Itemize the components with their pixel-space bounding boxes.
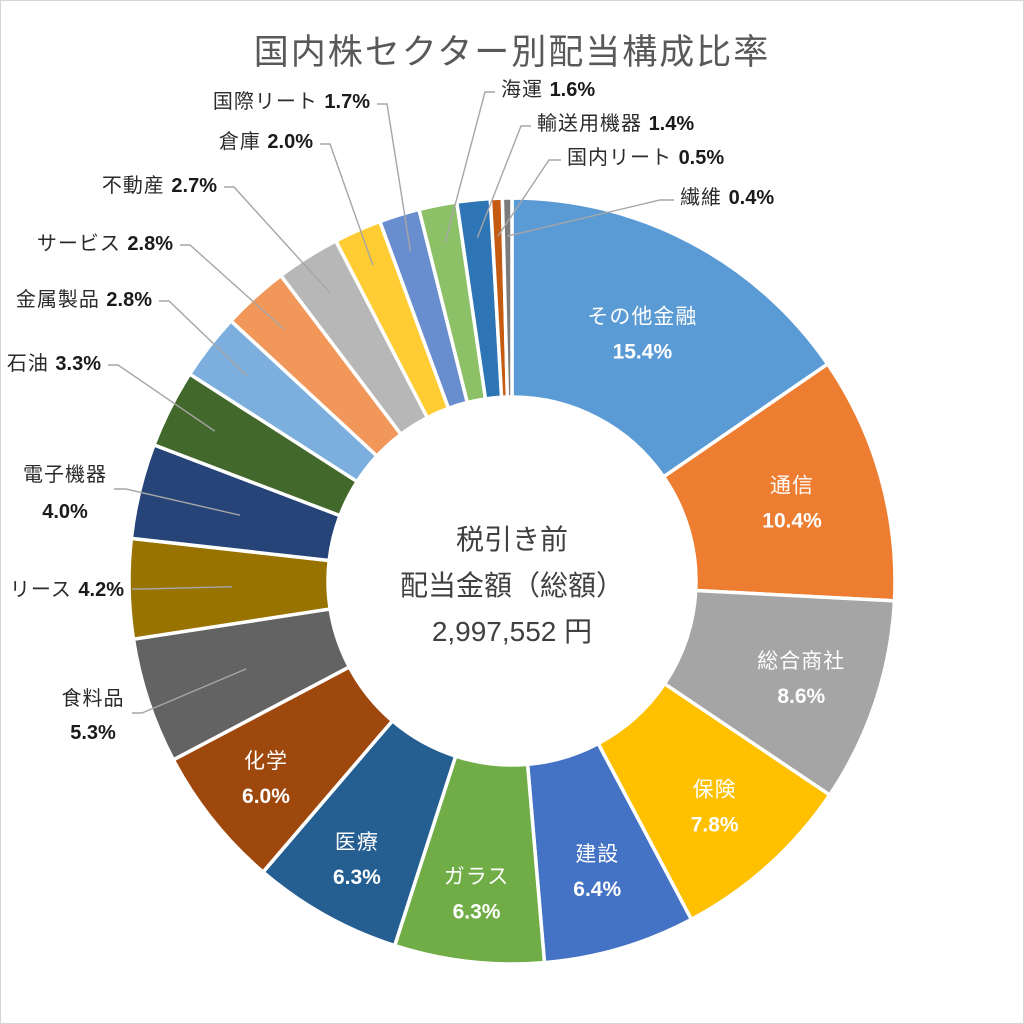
leader-line: [114, 488, 241, 516]
leader-line: [224, 186, 332, 294]
slice-label: 石油 3.3%: [7, 352, 101, 375]
leader-line: [444, 91, 495, 243]
slice-percent: 6.4%: [573, 878, 621, 901]
slice-percent: 6.3%: [453, 900, 501, 923]
center-line-1: 税引き前: [455, 524, 568, 555]
slice-percent: 6.3%: [333, 866, 381, 889]
slice-label: 化学: [244, 750, 288, 773]
slice-label: 総合商社: [757, 650, 845, 673]
slice-label: 海運 1.6%: [501, 78, 595, 101]
labels-group: その他金融 15.4% 通信 10.4% 総合商社 8.6% 保険 7.8% 建設 6.4% ガラス…: [7, 78, 845, 923]
pie-slice-21: [500, 196, 514, 399]
slice-label: 不動産 2.7%: [102, 174, 217, 197]
slice-label: 国際リート 1.7%: [213, 90, 370, 113]
center-line-3: 2,997,552 円: [431, 616, 593, 647]
slice-percent: 7.8%: [691, 814, 739, 837]
slice-label: 国内リート 0.5%: [567, 146, 724, 169]
slice-percent: 8.6%: [777, 685, 825, 708]
leader-line: [320, 143, 374, 266]
slice-percent: 15.4%: [613, 341, 673, 364]
slice-label: 保険: [693, 779, 737, 802]
leader-line: [180, 244, 285, 330]
slice-label: 建設: [575, 843, 619, 866]
leader-line: [377, 103, 412, 252]
donut-center-label: 税引き前 配当金額（総額） 2,997,552 円: [0, 517, 1024, 655]
pie-slice-1: [510, 196, 830, 479]
slice-label: 倉庫 2.0%: [219, 130, 313, 153]
center-line-2: 配当金額（総額）: [399, 570, 624, 601]
slice-percent: 5.3%: [70, 722, 116, 744]
slice-label: リース 4.2%: [10, 579, 124, 601]
slice-label: 通信: [770, 474, 814, 497]
slice-label: サービス 2.8%: [37, 232, 173, 255]
slice-label: 電子機器: [23, 463, 107, 486]
leader-line: [132, 668, 247, 714]
slices-group: [127, 196, 897, 966]
leader-line: [507, 199, 674, 237]
leader-line: [132, 586, 233, 590]
slice-label: 医療: [335, 831, 379, 854]
slice-percent: 10.4%: [762, 509, 822, 532]
slice-percent: 6.0%: [242, 785, 290, 808]
leader-line: [159, 300, 248, 377]
chart-title: 国内株セクター別配当構成比率: [253, 33, 771, 72]
slice-label: ガラス: [444, 865, 510, 888]
pie-slice-2: [661, 362, 897, 603]
slice-label: 食料品: [62, 687, 125, 710]
leader-lines-group: [108, 91, 674, 714]
slice-label: 輸送用機器 1.4%: [537, 112, 694, 135]
leader-line: [108, 364, 216, 432]
leader-line: [476, 125, 531, 238]
slice-label: 金属製品 2.8%: [16, 288, 152, 311]
slice-label: その他金融: [587, 306, 697, 329]
leader-line: [497, 159, 561, 237]
slice-percent: 4.0%: [42, 501, 88, 523]
slice-label: 繊維 0.4%: [680, 186, 774, 209]
